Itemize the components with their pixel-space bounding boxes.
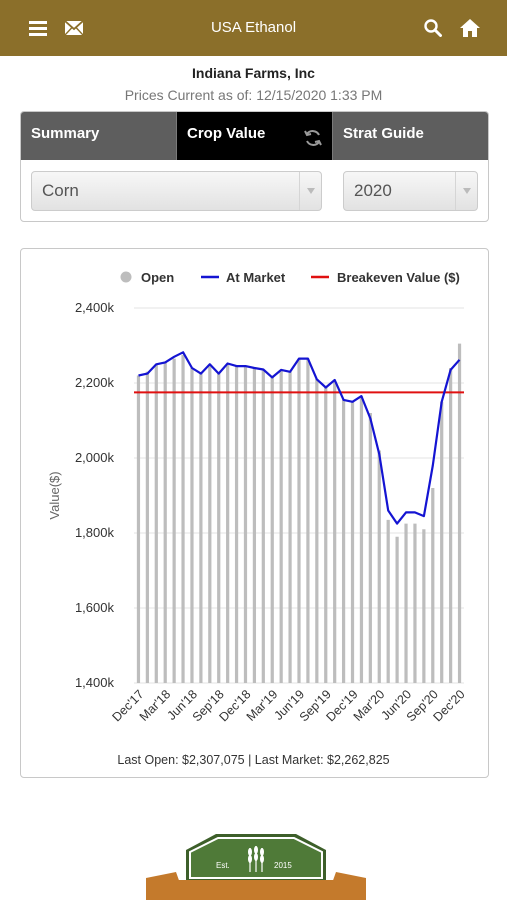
bar-open — [368, 413, 372, 683]
tab-bar: Summary Crop Value Strat Guide — [21, 112, 488, 160]
search-icon[interactable] — [419, 14, 447, 42]
bar-open — [440, 401, 444, 683]
top-bar: USA Ethanol — [0, 0, 507, 56]
legend-open-label: Open — [141, 270, 174, 285]
bar-open — [341, 399, 346, 683]
tab-crop-value[interactable]: Crop Value — [177, 112, 333, 160]
x-tick-label: Mar'20 — [351, 687, 388, 724]
bar-open — [226, 364, 230, 683]
bar-open — [350, 401, 355, 683]
bar-open — [359, 396, 364, 683]
app-title: USA Ethanol — [210, 19, 297, 36]
home-icon[interactable] — [456, 14, 484, 42]
bar-open — [199, 373, 203, 683]
y-tick-label: 2,000k — [75, 450, 115, 465]
bar-open — [324, 386, 328, 683]
tab-strat-guide-label: Strat Guide — [343, 125, 424, 142]
bar-open — [190, 368, 194, 683]
legend-breakeven-label: Breakeven Value ($) — [337, 270, 460, 285]
bar-open — [404, 523, 408, 683]
bar-open — [217, 373, 221, 683]
at-market-line — [138, 351, 461, 525]
legend-open-marker — [120, 271, 132, 283]
bar-open — [431, 488, 435, 683]
company-logo: Est. 2015 — [146, 828, 366, 900]
bar-open — [261, 369, 265, 683]
crop-select-value: Corn — [42, 181, 79, 200]
x-tick-label: Mar'19 — [244, 687, 281, 724]
bar-open — [252, 368, 257, 683]
legend-at-market-label: At Market — [226, 270, 286, 285]
bar-open — [181, 354, 185, 683]
bar-open — [234, 366, 239, 683]
menu-icon[interactable] — [24, 14, 52, 42]
x-tick-label: Mar'18 — [137, 687, 174, 724]
tab-crop-value-label: Crop Value — [187, 125, 266, 142]
tab-strat-guide[interactable]: Strat Guide — [333, 112, 488, 160]
logo-est: Est. — [216, 861, 230, 870]
bar-open — [413, 523, 417, 683]
prices-current: Prices Current as of: 12/15/2020 1:33 PM — [124, 87, 383, 103]
tab-summary[interactable]: Summary — [21, 112, 177, 160]
bar-open — [306, 358, 310, 683]
logo-badge: Est. 2015 — [146, 834, 366, 900]
year-select-value: 2020 — [354, 181, 392, 200]
y-tick-label: 2,200k — [75, 375, 115, 390]
wheat-icon — [248, 846, 264, 872]
refresh-icon[interactable] — [302, 123, 324, 146]
bar-open — [208, 366, 212, 683]
bar-open — [154, 364, 158, 683]
bar-open — [395, 536, 399, 683]
crop-value-chart: 1,400k 1,600k 1,800k 2,000k 2,200k 2,400k Valu… — [47, 270, 468, 724]
bar-open — [449, 368, 453, 683]
bar-open — [377, 450, 381, 683]
y-axis-label: Value($) — [47, 471, 62, 519]
logo-year: 2015 — [274, 861, 292, 870]
y-tick-label: 1,800k — [75, 525, 115, 540]
crop-select[interactable]: Corn — [31, 171, 322, 211]
mail-icon[interactable] — [60, 14, 88, 42]
bar-open — [243, 366, 248, 683]
bar-open — [163, 362, 167, 683]
company-name: Indiana Farms, Inc — [192, 65, 315, 81]
crop-panel: Summary Crop Value Strat Guide Corn 2020 — [20, 111, 489, 222]
y-tick-label: 2,400k — [75, 300, 115, 315]
y-tick-label: 1,400k — [75, 675, 115, 690]
chevron-down-icon — [455, 172, 477, 210]
bar-open — [333, 381, 337, 683]
bar-open — [386, 519, 390, 683]
bar-open — [315, 379, 319, 683]
chevron-down-icon — [299, 172, 321, 210]
bar-open — [422, 529, 426, 683]
crop-value-chart-card: 1,400k 1,600k 1,800k 2,000k 2,200k 2,400k Valu… — [20, 248, 489, 778]
bar-open — [136, 375, 141, 683]
bar-open — [145, 371, 149, 683]
bar-open — [270, 375, 274, 683]
tab-summary-label: Summary — [31, 125, 100, 142]
y-tick-label: 1,600k — [75, 600, 115, 615]
bar-open — [297, 358, 301, 683]
bar-open — [279, 369, 283, 683]
chart-footer: Last Open: $2,307,075 | Last Market: $2,… — [117, 753, 390, 767]
year-select[interactable]: 2020 — [343, 171, 478, 211]
bar-open — [288, 371, 292, 683]
bar-open — [172, 358, 176, 683]
bar-open — [457, 343, 462, 683]
